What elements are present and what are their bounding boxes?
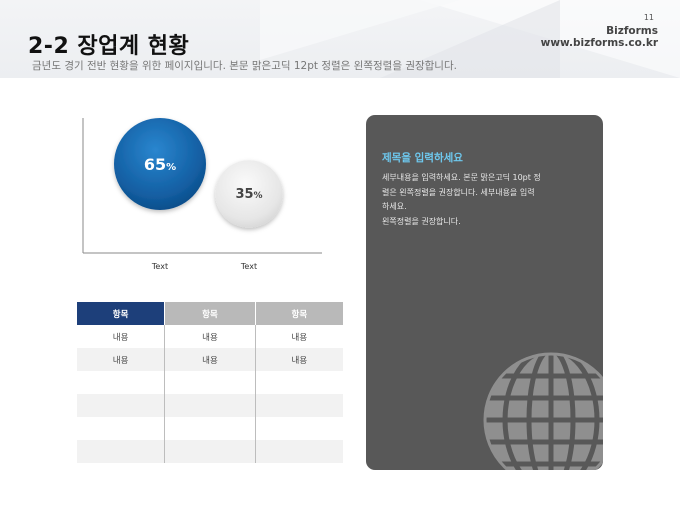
brand-logo-text: Bizforms www.bizforms.co.kr — [541, 25, 658, 49]
panel-body-line: 렬은 왼쪽정렬을 권장합니다. 세부내용을 입력 — [382, 187, 535, 197]
brand-name: Bizforms — [606, 25, 658, 37]
page-number: 11 — [643, 13, 654, 22]
panel-title: 제목을 입력하세요 — [382, 152, 463, 164]
table-cell: 내용 — [164, 325, 256, 348]
table-cell — [77, 371, 166, 394]
page-title: 2-2 장업계 현황 — [28, 34, 190, 59]
table-cell: 내용 — [77, 348, 166, 371]
table-cell — [77, 417, 166, 440]
panel-body-line: 세부내용을 입력하세요. 본문 맑은고딕 10pt 정 — [382, 173, 541, 182]
table-row — [77, 394, 343, 417]
table-cell: 내용 — [77, 325, 166, 348]
chart-svg: 65% Text 35% Text — [82, 118, 322, 271]
table-header-row: 항목 항목 항목 — [77, 302, 343, 325]
table-row — [77, 440, 343, 463]
table-row — [77, 371, 343, 394]
panel-body-line: 왼쪽정렬을 권장합니다. — [382, 216, 461, 226]
column-header: 항목 — [254, 302, 343, 325]
panel-body: 세부내용을 입력하세요. 본문 맑은고딕 10pt 정 렬은 왼쪽정렬을 권장합… — [382, 171, 587, 229]
data-table: 항목 항목 항목 내용 내용 내용 내용 내용 내용 — [77, 302, 343, 463]
table-cell: 내용 — [255, 348, 343, 371]
table-cell — [255, 417, 343, 440]
table-cell: 내용 — [255, 325, 343, 348]
table-row: 내용 내용 내용 — [77, 348, 343, 371]
table-cell — [164, 440, 256, 463]
header-facet — [260, 0, 460, 60]
table-cell — [164, 371, 256, 394]
table-cell: 내용 — [164, 348, 256, 371]
brand-url: www.bizforms.co.kr — [540, 37, 658, 49]
bubble-chart: 65% Text 35% Text — [76, 112, 336, 272]
table-row — [77, 417, 343, 440]
table-cell — [164, 417, 256, 440]
table-cell — [255, 394, 343, 417]
bubble-mark — [215, 160, 283, 228]
panel-body-line: 하세요. — [382, 202, 407, 211]
table-cell — [255, 440, 343, 463]
x-tick-label: Text — [240, 262, 257, 271]
table-cell — [164, 394, 256, 417]
page-subtitle: 금년도 경기 전반 현황을 위한 페이지입니다. 본문 맑은고딕 12pt 정렬… — [32, 60, 457, 72]
table-cell — [255, 371, 343, 394]
header-band — [0, 0, 680, 78]
bubble-mark — [114, 118, 206, 210]
column-header: 항목 — [164, 302, 256, 325]
data-label: 65% — [144, 155, 176, 174]
table-row: 내용 내용 내용 — [77, 325, 343, 348]
table-cell — [77, 440, 166, 463]
data-label: 35% — [235, 187, 262, 202]
column-header: 항목 — [77, 302, 165, 325]
globe-icon — [483, 352, 603, 470]
table-cell — [77, 394, 166, 417]
text-panel: 제목을 입력하세요 세부내용을 입력하세요. 본문 맑은고딕 10pt 정 렬은… — [366, 115, 603, 470]
x-tick-label: Text — [151, 262, 168, 271]
